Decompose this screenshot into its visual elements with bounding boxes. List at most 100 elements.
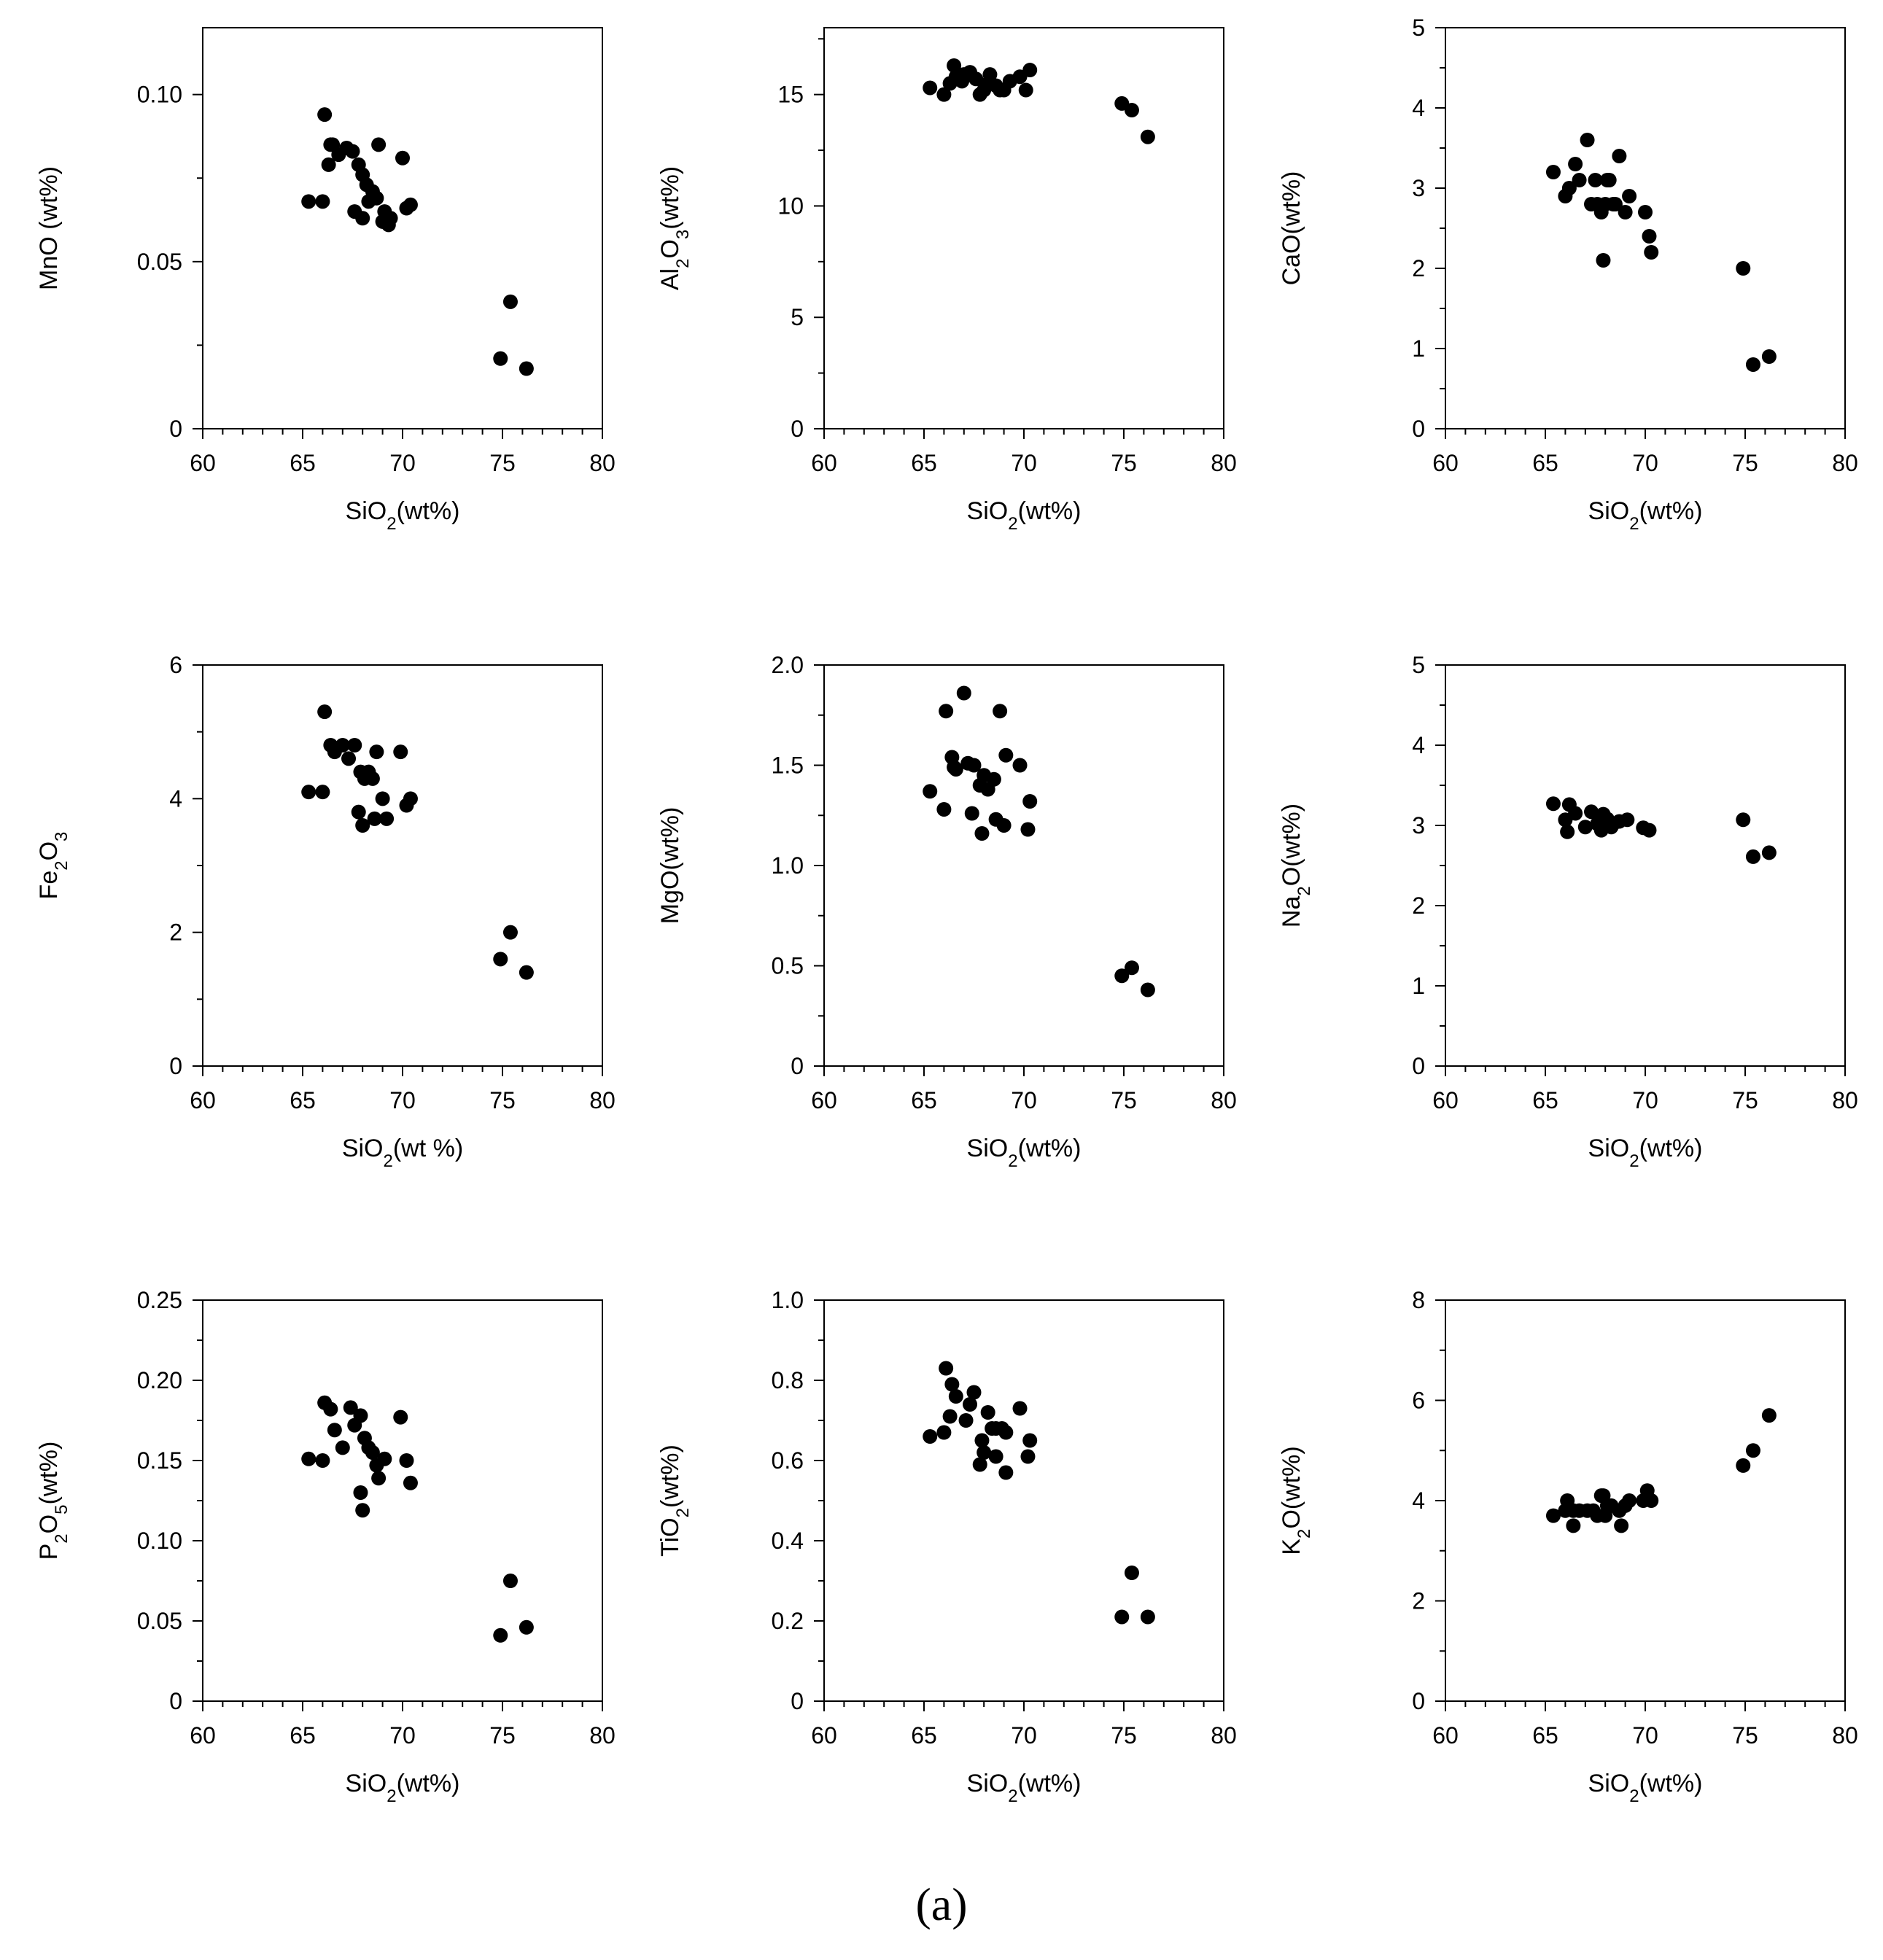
- y-axis-label: MgO(wt%): [656, 807, 684, 925]
- x-tick-label: 65: [290, 1722, 316, 1749]
- y-tick-label: 0: [791, 416, 804, 442]
- x-axis-label: SiO2(wt %): [342, 1135, 463, 1171]
- data-point: [1644, 245, 1659, 260]
- data-point: [972, 1457, 987, 1472]
- x-tick-label: 60: [811, 1722, 837, 1749]
- x-tick-label: 75: [1111, 450, 1137, 476]
- y-tick-label: 2.0: [772, 652, 804, 678]
- y-axis-label: Al2O3(wt%): [656, 166, 693, 290]
- data-point: [998, 747, 1014, 763]
- data-point: [1598, 1508, 1613, 1523]
- data-point: [966, 1385, 982, 1400]
- data-point: [1577, 820, 1593, 835]
- data-point: [369, 744, 384, 760]
- data-point: [355, 211, 370, 226]
- data-point: [942, 1409, 958, 1424]
- plot-frame: [823, 664, 1224, 1067]
- data-point: [936, 87, 952, 102]
- x-tick-label: 70: [1632, 1087, 1658, 1113]
- data-point: [1545, 165, 1561, 179]
- data-point: [1584, 804, 1599, 820]
- plot-frame: [202, 27, 603, 429]
- x-tick-label: 80: [1832, 1087, 1858, 1113]
- x-tick-label: 60: [1432, 1722, 1459, 1749]
- y-axis-label: K2O(wt%): [1278, 1446, 1314, 1555]
- data-point: [519, 965, 534, 980]
- x-tick-label: 80: [1832, 1722, 1858, 1749]
- data-point: [393, 744, 408, 760]
- data-point: [1580, 133, 1595, 147]
- data-point: [923, 1429, 938, 1444]
- x-axis-label: SiO2(wt%): [967, 1135, 1082, 1171]
- y-tick-label: 0: [791, 1053, 804, 1079]
- data-point: [1018, 82, 1033, 98]
- data-point: [317, 704, 333, 720]
- data-point: [315, 1453, 330, 1468]
- data-point: [493, 952, 508, 967]
- y-tick-label: 0: [1412, 1688, 1425, 1714]
- data-point: [1761, 349, 1777, 364]
- data-point: [347, 738, 362, 752]
- y-tick-label: 0: [1412, 416, 1425, 442]
- data-point: [335, 1440, 350, 1455]
- x-axis-label: SiO2(wt%): [1588, 1135, 1703, 1171]
- data-point: [1644, 1493, 1659, 1508]
- data-point: [1012, 1401, 1028, 1416]
- data-point: [998, 1465, 1014, 1480]
- data-point: [966, 758, 982, 773]
- data-point: [1140, 982, 1155, 998]
- data-point: [353, 1408, 368, 1423]
- y-tick-label: 5: [1412, 15, 1425, 41]
- data-point: [493, 351, 508, 366]
- data-point: [1022, 794, 1038, 809]
- data-point: [395, 150, 410, 166]
- x-tick-label: 65: [911, 1722, 937, 1749]
- data-point: [1599, 173, 1615, 187]
- y-tick-label: 0: [169, 1053, 182, 1079]
- data-point: [939, 1361, 954, 1376]
- y-tick-label: 2: [169, 919, 182, 946]
- data-point: [996, 818, 1012, 833]
- data-point: [1622, 1493, 1637, 1508]
- data-point: [367, 811, 382, 826]
- data-point: [1124, 103, 1139, 118]
- data-point: [369, 1458, 384, 1473]
- x-tick-label: 65: [911, 450, 937, 476]
- x-tick-label: 70: [1632, 1722, 1658, 1749]
- data-point: [351, 804, 366, 820]
- x-axis-label: SiO2(wt%): [1588, 497, 1703, 534]
- y-tick-label: 4: [1412, 732, 1425, 758]
- data-point: [519, 361, 534, 376]
- scatter-panel-2: 60 65 70 75 80 0 5 10 15 SiO2(wt%) Al2O3(wt%): [656, 27, 1237, 534]
- x-tick-label: 60: [811, 1087, 837, 1113]
- data-point: [327, 1423, 342, 1438]
- y-axis-label: MnO (wt%): [35, 166, 63, 290]
- data-point: [1568, 806, 1583, 821]
- data-point: [1020, 822, 1036, 837]
- y-tick-label: 0.10: [137, 1528, 182, 1554]
- data-point: [353, 1485, 368, 1500]
- y-tick-label: 0.5: [772, 953, 804, 979]
- data-point: [301, 785, 317, 800]
- data-point: [1020, 1449, 1036, 1464]
- x-tick-label: 70: [1011, 1087, 1037, 1113]
- data-point: [343, 1400, 358, 1415]
- x-tick-label: 75: [489, 1087, 516, 1113]
- data-point: [1114, 1609, 1130, 1625]
- x-axis-label: SiO2(wt%): [967, 1770, 1082, 1806]
- data-point: [1545, 1508, 1561, 1523]
- y-tick-label: 0.2: [772, 1608, 804, 1634]
- y-tick-label: 0: [791, 1688, 804, 1714]
- data-point: [974, 1433, 990, 1448]
- data-point: [1606, 197, 1621, 211]
- x-tick-label: 65: [290, 450, 316, 476]
- y-tick-label: 4: [169, 785, 182, 812]
- data-point: [1124, 1566, 1139, 1580]
- data-point: [381, 217, 396, 233]
- scatter-panel-1: 60 65 70 75 80 0 0.05 0.10 SiO2(wt%) MnO (wt%): [35, 27, 616, 534]
- x-tick-label: 80: [1211, 1722, 1237, 1749]
- x-tick-label: 60: [190, 1722, 216, 1749]
- data-point: [1761, 1408, 1777, 1423]
- y-tick-label: 2: [1412, 255, 1425, 281]
